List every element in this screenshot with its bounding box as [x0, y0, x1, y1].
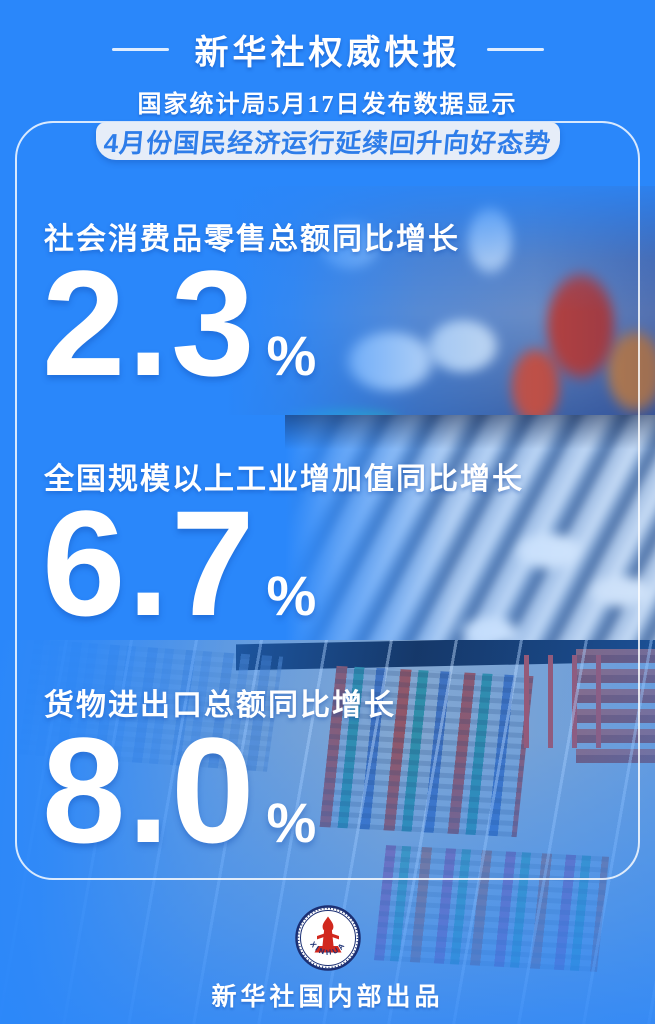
factory-blue-tint: [285, 415, 655, 660]
retail-shelf-photo: [225, 186, 655, 415]
percent-sign: %: [266, 791, 317, 854]
percent-sign: %: [266, 564, 317, 627]
masthead: 新华社权威快报: [0, 25, 655, 74]
producer-credit: 新华社国内部出品: [211, 983, 444, 1011]
stat-number: 2.3: [42, 239, 257, 407]
header-dash-left: [111, 48, 169, 51]
stat-value-trade-total: 8.0 %: [42, 715, 316, 865]
stat-number: 8.0: [42, 706, 257, 874]
stat-number: 6.7: [42, 479, 257, 647]
xinhua-emblem-icon: XINHUA: [294, 905, 361, 971]
headline-banner: 4月份国民经济运行延续回升向好态势: [95, 122, 560, 160]
stat-label-retail-sales: 社会消费品零售总额同比增长: [44, 223, 460, 256]
xinhua-logo: XINHUA: [294, 905, 361, 971]
stat-label-industrial-output: 全国规模以上工业增加值同比增长: [44, 463, 524, 496]
release-subtitle: 国家统计局5月17日发布数据显示: [137, 92, 518, 118]
stat-label-trade-total: 货物进出口总额同比增长: [44, 689, 396, 722]
header-dash-right: [486, 48, 544, 51]
stat-value-industrial-output: 6.7 %: [42, 488, 316, 638]
masthead-title: 新华社权威快报: [194, 34, 461, 72]
percent-sign: %: [266, 324, 317, 387]
retail-blue-tint: [225, 186, 655, 415]
stat-value-retail-sales: 2.3 %: [42, 248, 316, 398]
textile-factory-photo: [285, 415, 655, 660]
headline-text: 4月份国民经济运行延续回升向好态势: [102, 127, 553, 158]
